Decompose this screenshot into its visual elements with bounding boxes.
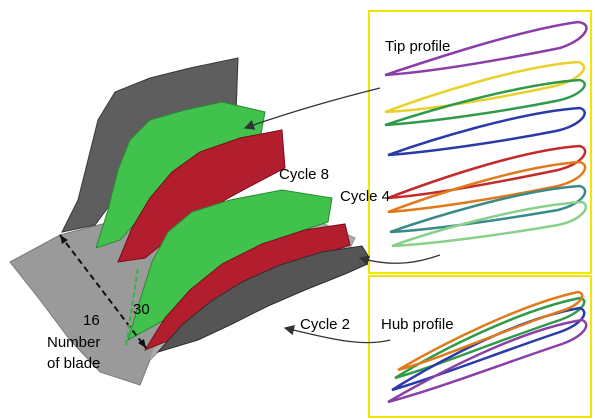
tip-curve-orange <box>387 160 587 214</box>
tip-curve-green <box>384 78 586 127</box>
hub-curve-orange <box>397 290 584 372</box>
tip-profile-panel <box>368 10 592 274</box>
hub-profile-label: Hub profile <box>381 316 454 333</box>
number-of-blade-label-line1: Number <box>47 334 101 351</box>
dimension-line-30 <box>125 267 139 346</box>
hub-profile-curves <box>387 290 588 404</box>
dimension-30-label: 30 <box>133 301 150 318</box>
gray-blade-front <box>156 245 373 353</box>
tip-profile-curves <box>384 20 588 248</box>
tip-arrow <box>243 87 381 130</box>
tip-curve-lightgreen <box>391 200 588 248</box>
cycle-2-label: Cycle 2 <box>300 316 351 333</box>
hub-arrow <box>283 324 391 344</box>
hub-curve-purple <box>387 318 588 404</box>
number-of-blade-label-line2: of blade <box>47 355 101 372</box>
dimension-arrow-bottom <box>138 339 146 348</box>
cycle-8-label: Cycle 8 <box>279 166 330 183</box>
hub-curve-green <box>394 296 586 380</box>
dimension-arrow-top <box>60 235 68 244</box>
tip-profile-label: Tip profile <box>385 38 451 55</box>
cycle4-arrow <box>358 254 441 266</box>
tip-curve-blue <box>387 106 586 157</box>
hub-curve-blue <box>391 306 586 392</box>
dimension-line-16 <box>59 234 147 349</box>
cycle-4-label: Cycle 4 <box>340 188 391 205</box>
tip-curve-purple <box>384 20 588 77</box>
dimension-16-label: 16 <box>83 312 100 329</box>
